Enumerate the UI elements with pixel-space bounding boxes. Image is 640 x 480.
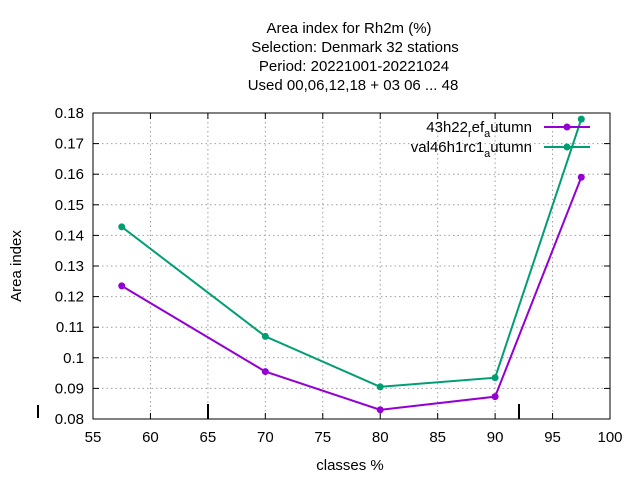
data-point-s1-2 [261,368,269,376]
y-tick-label-0.17: 0.17 [55,136,84,153]
data-point-s1-5 [577,173,585,181]
y-tick-labels: 0.08 0.09 0.1 0.11 0.12 0.13 0.14 0.15 0.16 0.17 0… [55,105,84,428]
grid-lines [93,113,610,419]
x-tick-label-90: 90 [487,429,504,446]
series-lines [118,115,585,414]
data-point-s1-3 [376,406,384,414]
x-tick-label-70: 70 [257,429,274,446]
y-tick-label-0.12: 0.12 [55,289,84,306]
x-tick-labels: 55 60 65 70 75 80 85 90 95 100 [85,429,623,446]
x-tick-label-95: 95 [544,429,561,446]
y-tick-label-0.18: 0.18 [55,105,84,122]
title-line-3: Period: 20221001-20221024 [259,58,449,75]
data-point-s2-4 [491,374,499,382]
x-tick-label-75: 75 [314,429,331,446]
title-line-2: Selection: Denmark 32 stations [251,39,459,56]
x-tick-label-80: 80 [372,429,389,446]
data-point-s1-1 [118,282,126,290]
x-tick-label-100: 100 [597,429,622,446]
x-tick-label-85: 85 [429,429,446,446]
plot-frame [92,112,611,420]
legend-label-series-1: 43h22refautumn [426,119,532,140]
chart-title: Area index for Rh2m (%) Selection: Denma… [248,20,459,94]
data-point-s2-3 [376,383,384,391]
y-tick-label-0.11: 0.11 [56,319,84,336]
axis-ticks [37,112,611,420]
x-axis-label: classes % [316,457,384,474]
series-line-2 [121,118,583,388]
y-tick-label-0.16: 0.16 [55,166,84,183]
y-tick-label-0.09: 0.09 [55,380,84,397]
y-tick-label-0.08: 0.08 [55,411,84,428]
data-point-s2-2 [261,332,269,340]
legend-label-series-2: val46h1rc1autumn [411,139,532,160]
legend: 43h22refautumn val46h1rc1autumn [411,119,590,160]
x-tick-label-60: 60 [142,429,159,446]
title-line-1: Area index for Rh2m (%) [266,20,431,37]
data-point-s2-5 [577,115,585,123]
data-point-s2-1 [118,223,126,231]
title-line-4: Used 00,06,12,18 + 03 06 ... 48 [248,77,459,94]
data-point-s1-4 [491,393,499,401]
legend-marker-series-2 [563,143,571,151]
y-axis-label: Area index [8,230,25,302]
x-tick-label-55: 55 [85,429,102,446]
x-tick-label-65: 65 [200,429,217,446]
legend-marker-series-1 [563,123,571,131]
y-tick-label-0.14: 0.14 [55,227,84,244]
y-tick-label-0.15: 0.15 [55,197,84,214]
y-tick-label-0.1: 0.1 [63,350,84,367]
y-tick-label-0.13: 0.13 [55,258,84,275]
